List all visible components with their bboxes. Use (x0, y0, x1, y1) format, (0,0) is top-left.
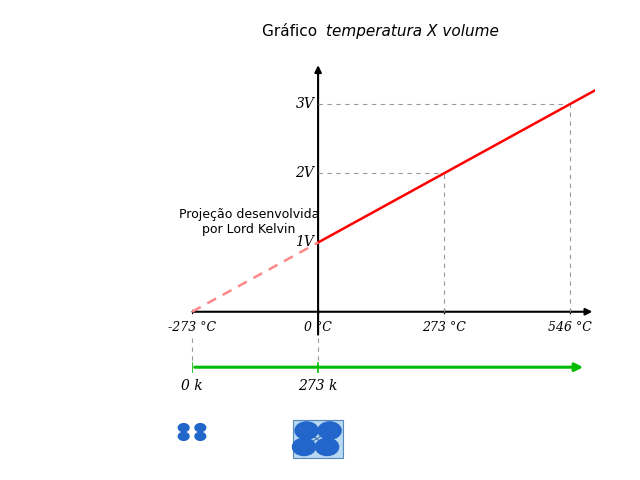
Text: 1V: 1V (296, 236, 314, 250)
Text: 273 °C: 273 °C (422, 322, 466, 335)
Text: 273 k: 273 k (298, 379, 338, 393)
Text: temperatura X volume: temperatura X volume (326, 24, 499, 39)
Text: 3V: 3V (296, 97, 314, 111)
Text: 0 °C: 0 °C (304, 322, 332, 335)
Text: 2V: 2V (296, 166, 314, 180)
Text: Projeção desenvolvida
por Lord Kelvin: Projeção desenvolvida por Lord Kelvin (179, 208, 319, 236)
Text: -273 °C: -273 °C (168, 322, 216, 335)
Text: 546 °C: 546 °C (548, 322, 592, 335)
Text: Gráfico: Gráfico (262, 24, 326, 39)
Text: 0 k: 0 k (181, 379, 203, 393)
